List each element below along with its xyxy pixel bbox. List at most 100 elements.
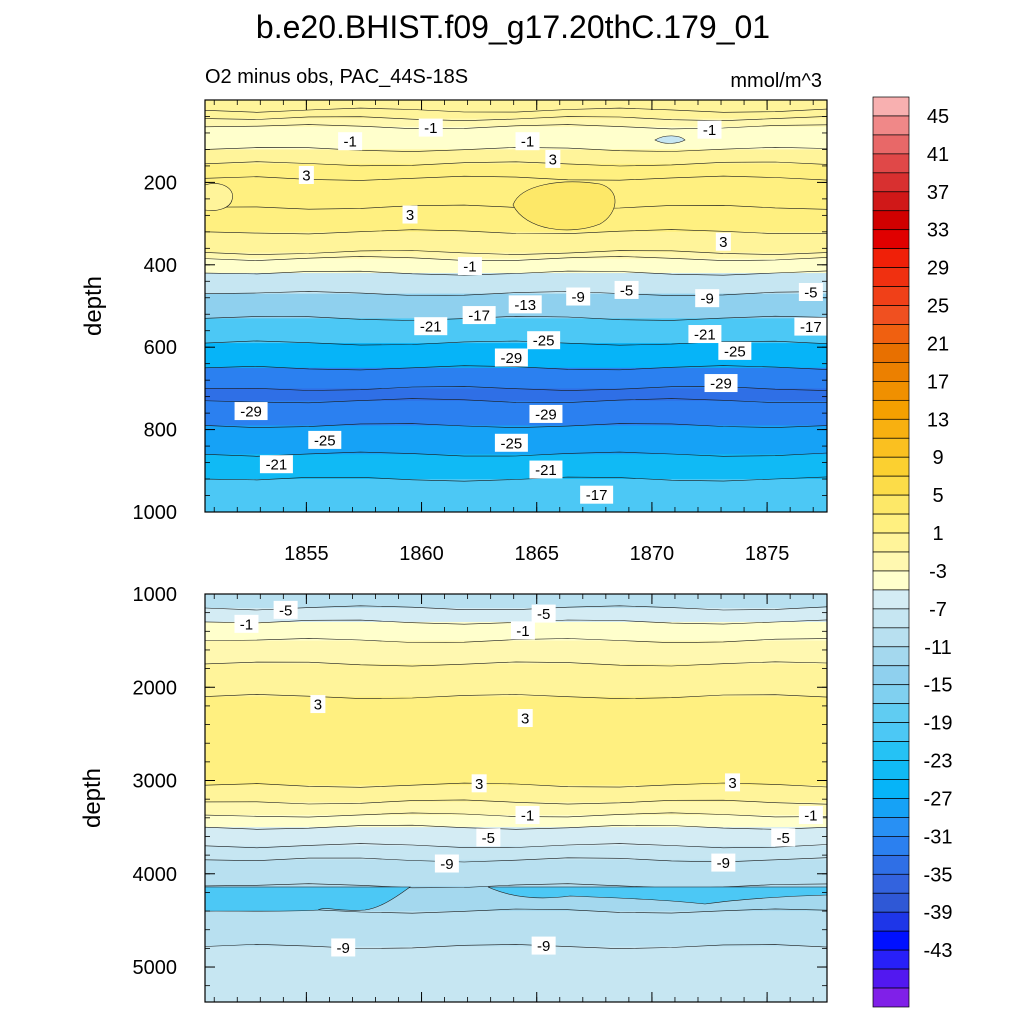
contour-line — [205, 694, 827, 700]
contour-line — [205, 116, 827, 122]
contour-label-box — [331, 938, 356, 957]
contour-label: -1 — [804, 808, 817, 825]
contour-band — [205, 785, 827, 803]
colorbar-label: -31 — [924, 826, 953, 848]
contour-label: 3 — [728, 775, 736, 792]
contour-line — [205, 124, 827, 130]
upper-plot-frame — [204, 99, 828, 513]
contour-label: -9 — [717, 855, 730, 872]
contour-label-box — [725, 773, 741, 792]
contour-band — [205, 845, 827, 861]
colorbar-swatch — [872, 627, 910, 648]
colorbar-swatch — [872, 399, 910, 420]
contour-label: -1 — [424, 120, 437, 137]
colorbar-swatch — [872, 703, 910, 723]
upper-contour-fill — [205, 100, 827, 512]
contour-label-box — [798, 806, 823, 825]
contour-label-box — [688, 325, 722, 344]
colorbar-label: 9 — [932, 447, 943, 469]
contour-label-box — [715, 232, 731, 251]
colorbar-swatch — [872, 437, 910, 458]
contour-label: -5 — [777, 830, 790, 847]
contour-label-box — [310, 695, 326, 714]
colorbar-label: 45 — [927, 106, 949, 128]
contour-band — [205, 663, 827, 698]
colorbar-label: -27 — [924, 788, 953, 810]
contour-label: -1 — [516, 623, 529, 640]
colorbar-swatch — [872, 911, 910, 932]
colorbar-swatch — [872, 798, 910, 818]
colorbar-swatch — [872, 589, 910, 610]
upper-subtitle-right: mmol/m^3 — [730, 70, 822, 92]
contour-line — [205, 365, 827, 371]
colorbar-swatch — [872, 665, 910, 686]
colorbar-label: -11 — [924, 637, 951, 659]
colorbar-label: -43 — [924, 940, 953, 962]
contour-band — [205, 318, 827, 344]
upper-contour-island — [204, 183, 233, 211]
contour-label-box — [510, 621, 535, 640]
colorbar-swatches — [872, 96, 910, 1008]
colorbar-label: -19 — [924, 713, 953, 735]
colorbar-swatch — [872, 722, 910, 742]
contour-label-box — [614, 280, 639, 299]
contour-band — [205, 827, 827, 847]
colorbar-labels: 45 41 37 33 29 25 21 17 13 9 5 1 -3 -7 -11 -15 -19 -23 -27… — [924, 106, 953, 962]
contour-label-box — [531, 604, 556, 623]
upper-y-axis-label: depth — [80, 276, 107, 336]
contour-label: 3 — [406, 207, 414, 224]
contour-label-box — [298, 165, 314, 184]
contour-label: -13 — [514, 297, 536, 314]
colorbar-label: 41 — [927, 144, 949, 166]
colorbar-swatch — [872, 551, 910, 572]
contour-label-box — [234, 402, 268, 421]
colorbar-swatch — [872, 570, 910, 591]
colorbar-swatch — [872, 684, 910, 705]
colorbar-swatch — [872, 305, 910, 325]
contour-label: -9 — [337, 940, 350, 957]
lower-contour-core-right — [487, 886, 828, 905]
contour-label: -1 — [463, 259, 476, 276]
colorbar-swatch — [872, 987, 910, 1008]
contour-label: -5 — [804, 284, 817, 301]
lower-contour-core — [204, 886, 411, 912]
contour-line — [205, 107, 827, 113]
contour-label: -21 — [694, 327, 716, 344]
colorbar-swatch — [872, 134, 910, 155]
contour-line — [205, 291, 827, 297]
contour-label: -25 — [314, 432, 336, 449]
colorbar-swatch — [872, 873, 910, 894]
colorbar-swatch — [872, 475, 910, 496]
lower-y-axis-label: depth — [79, 768, 106, 828]
contour-band — [205, 163, 827, 179]
y-tick-label: 600 — [144, 337, 177, 359]
colorbar-swatch — [872, 153, 910, 174]
contour-label-box — [418, 118, 443, 137]
contour-label: -21 — [535, 462, 557, 479]
contour-line — [205, 661, 827, 667]
contour-band — [205, 258, 827, 274]
colorbar-swatch — [872, 892, 910, 913]
contour-line — [205, 315, 827, 321]
lower-plot-frame — [204, 593, 828, 1003]
contour-label-box — [711, 853, 736, 872]
colorbar-swatch — [872, 210, 910, 231]
colorbar-swatch — [872, 779, 910, 799]
colorbar-swatch — [872, 760, 910, 780]
contour-label-box — [402, 205, 418, 224]
colorbar-label: -23 — [924, 751, 953, 773]
contour-band — [205, 946, 827, 1002]
contour-label: -29 — [535, 406, 557, 423]
colorbar-label: -15 — [924, 675, 953, 697]
contour-line — [205, 256, 827, 261]
colorbar-label: -3 — [929, 561, 947, 583]
y-tick-label: 3000 — [133, 771, 178, 793]
contour-line — [205, 398, 827, 404]
colorbar-swatch — [872, 494, 910, 515]
contour-label: -29 — [501, 350, 523, 367]
contour-band — [205, 110, 827, 120]
colorbar-swatch — [872, 324, 910, 344]
y-tick-label: 5000 — [133, 957, 178, 979]
colorbar-label: 33 — [927, 220, 949, 242]
